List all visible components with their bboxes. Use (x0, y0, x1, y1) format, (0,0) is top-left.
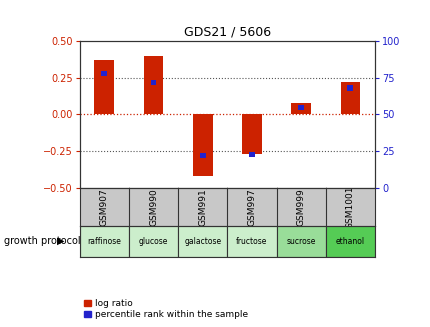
Bar (143, 56, 163, 114)
Bar (193, 114, 212, 176)
Bar (325, 226, 374, 257)
Bar (94, 60, 114, 114)
Bar (178, 226, 227, 257)
Bar (340, 82, 359, 114)
Text: raffinose: raffinose (87, 237, 121, 246)
Bar (150, 79, 156, 85)
Legend: log ratio, percentile rank within the sample: log ratio, percentile rank within the sa… (84, 299, 248, 319)
Text: ethanol: ethanol (335, 237, 364, 246)
Bar (291, 103, 310, 114)
Bar (347, 85, 353, 91)
Text: GSM991: GSM991 (198, 188, 207, 226)
Bar (242, 114, 261, 154)
Bar (227, 226, 276, 257)
Bar (80, 226, 129, 257)
Text: GSM997: GSM997 (247, 188, 256, 226)
Text: GSM907: GSM907 (100, 188, 109, 226)
Bar (101, 71, 107, 76)
Text: galactose: galactose (184, 237, 221, 246)
Text: fructose: fructose (236, 237, 267, 246)
Text: growth protocol: growth protocol (4, 236, 81, 246)
Text: GSM990: GSM990 (149, 188, 158, 226)
Bar (249, 152, 254, 157)
Bar (298, 105, 304, 110)
Text: glucose: glucose (138, 237, 168, 246)
Title: GDS21 / 5606: GDS21 / 5606 (183, 25, 270, 38)
Bar (129, 226, 178, 257)
Text: sucrose: sucrose (286, 237, 315, 246)
Bar (200, 153, 205, 158)
Bar (276, 226, 325, 257)
Text: GSM1001: GSM1001 (345, 185, 354, 229)
Text: GSM999: GSM999 (296, 188, 305, 226)
Text: ▶: ▶ (56, 236, 64, 246)
